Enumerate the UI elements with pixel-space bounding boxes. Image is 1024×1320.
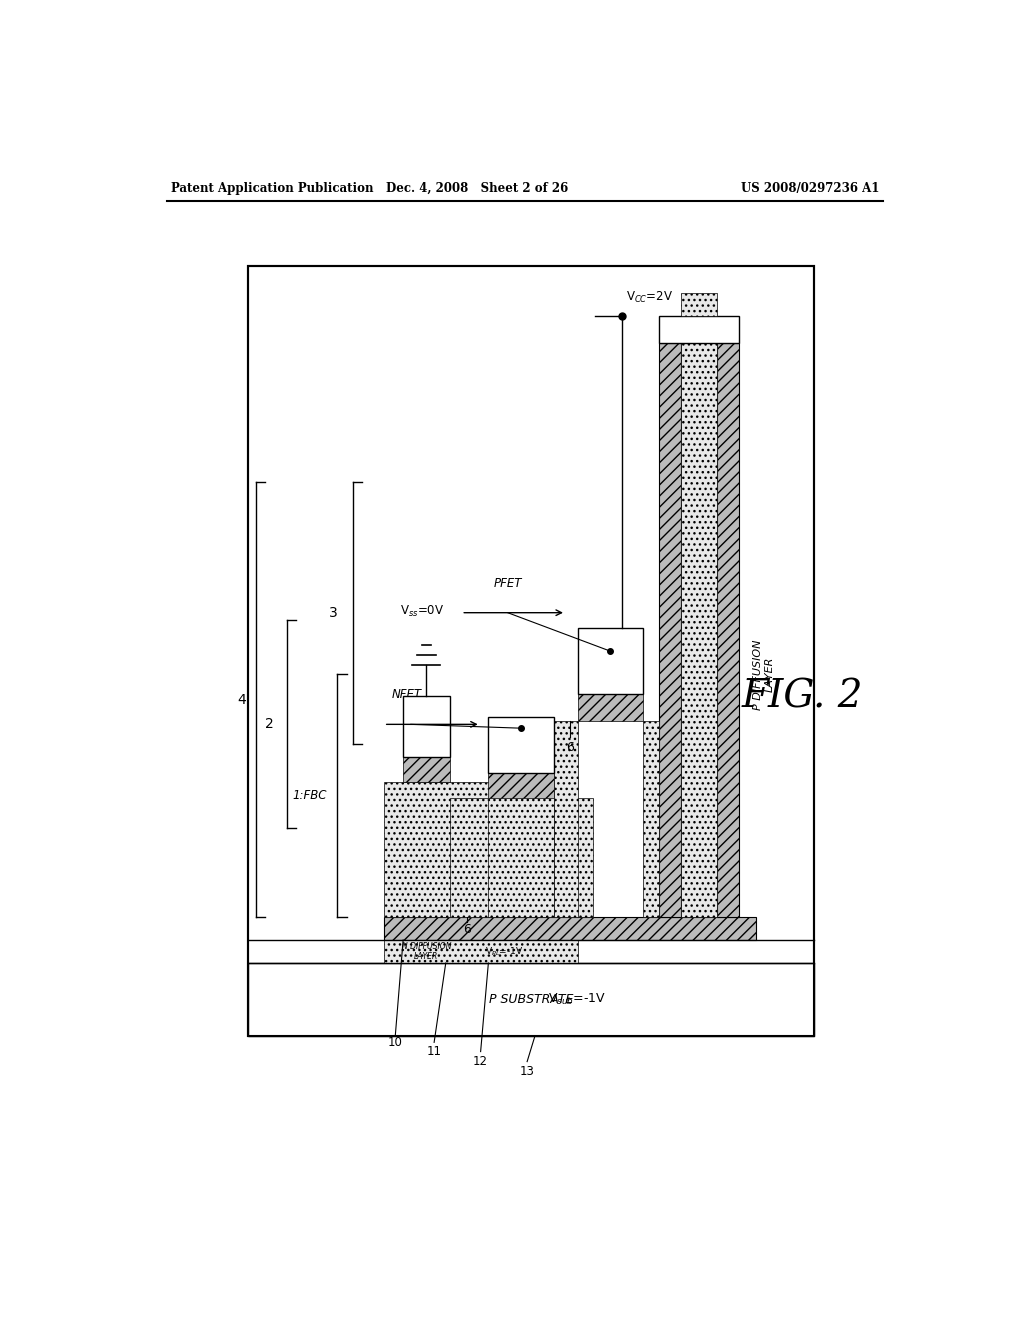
Text: Patent Application Publication: Patent Application Publication — [171, 182, 373, 194]
Text: 6: 6 — [566, 741, 573, 754]
Bar — [384, 917, 756, 940]
Bar — [488, 717, 554, 774]
Bar — [643, 721, 658, 917]
Text: FIG. 2: FIG. 2 — [741, 678, 863, 715]
Text: V$_{CC}$=2V: V$_{CC}$=2V — [626, 289, 673, 305]
Bar — [658, 317, 738, 343]
Bar — [717, 343, 738, 917]
Text: V$_{PL}$=-1V: V$_{PL}$=-1V — [484, 945, 523, 958]
Text: N DIFFUSION
LAYER: N DIFFUSION LAYER — [401, 941, 452, 961]
Bar — [450, 797, 488, 917]
Bar — [248, 964, 814, 1036]
Text: 10: 10 — [388, 1036, 402, 1049]
Text: P SUBSTRATE: P SUBSTRATE — [488, 993, 573, 1006]
Bar — [403, 758, 450, 781]
Text: 4: 4 — [238, 693, 247, 706]
Bar — [403, 696, 450, 758]
Text: P DIFFUSION
LAYER: P DIFFUSION LAYER — [753, 639, 774, 710]
Text: US 2008/0297236 A1: US 2008/0297236 A1 — [741, 182, 880, 194]
Bar — [681, 343, 717, 917]
Text: V$_{sub}$=-1V: V$_{sub}$=-1V — [549, 991, 606, 1007]
Bar — [681, 293, 717, 317]
Text: V$_{ss}$=0V: V$_{ss}$=0V — [400, 603, 444, 619]
Bar — [658, 343, 681, 917]
Bar — [248, 267, 814, 1036]
Bar — [554, 797, 593, 917]
Bar — [384, 781, 554, 917]
Text: NFET: NFET — [392, 688, 422, 701]
Bar — [248, 267, 814, 1036]
Text: 6: 6 — [464, 924, 471, 936]
Text: 11: 11 — [427, 1045, 441, 1059]
Text: 2: 2 — [264, 717, 273, 731]
Bar — [578, 693, 643, 721]
Bar — [554, 721, 578, 917]
Text: Dec. 4, 2008   Sheet 2 of 26: Dec. 4, 2008 Sheet 2 of 26 — [386, 182, 568, 194]
Text: 13: 13 — [520, 1065, 535, 1078]
Bar — [578, 628, 643, 693]
Bar — [384, 940, 578, 964]
Text: 1:FBC: 1:FBC — [293, 789, 328, 803]
Text: 3: 3 — [329, 606, 338, 619]
Bar — [488, 774, 554, 797]
Text: 12: 12 — [473, 1055, 488, 1068]
Text: PFET: PFET — [494, 577, 522, 590]
